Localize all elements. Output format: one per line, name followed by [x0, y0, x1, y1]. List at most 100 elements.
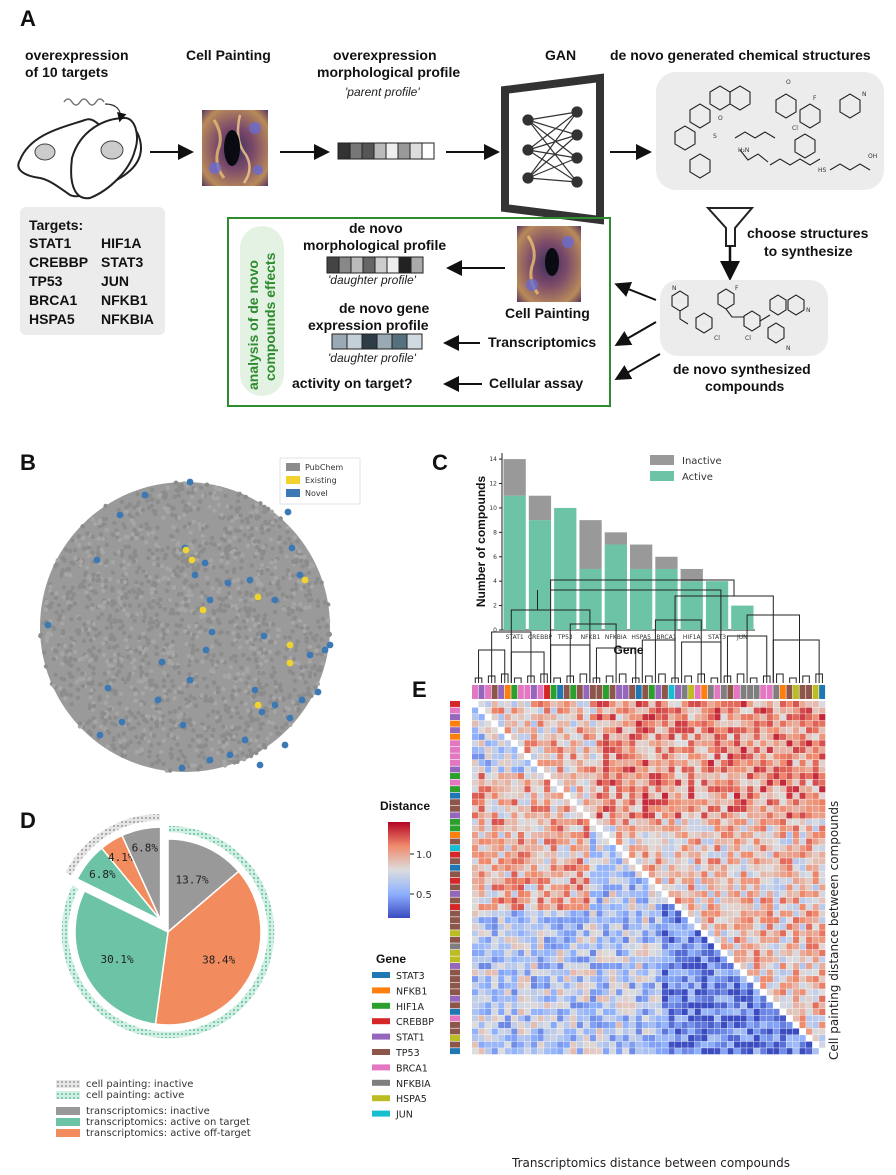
- heatmap-cell: [786, 904, 793, 911]
- pubchem-point: [195, 606, 201, 611]
- heatmap-cell: [544, 969, 551, 976]
- heatmap-cell: [747, 930, 754, 937]
- pubchem-point: [303, 680, 308, 685]
- top-label-cell: [701, 685, 708, 699]
- heatmap-cell: [720, 963, 728, 970]
- heatmap-cell: [707, 792, 714, 799]
- heatmap-cell: [727, 720, 734, 727]
- legend-trans-label-1: transcriptomics: active on target: [86, 1117, 250, 1128]
- heatmap-cell: [550, 956, 557, 963]
- pubchem-point: [87, 553, 92, 559]
- heatmap-cell: [544, 877, 551, 884]
- heatmap-cell: [727, 766, 734, 773]
- heatmap-cell: [734, 884, 741, 891]
- heatmap-cell: [675, 753, 682, 760]
- heatmap-cell: [550, 884, 557, 891]
- pubchem-point: [101, 641, 106, 646]
- heatmap-cell: [740, 1035, 747, 1042]
- heatmap-cell: [511, 936, 518, 943]
- pubchem-point: [146, 661, 151, 666]
- heatmap-cell: [655, 720, 662, 727]
- heatmap-cell: [616, 746, 623, 753]
- heatmap-cell: [779, 766, 786, 773]
- heatmap-cell: [511, 825, 518, 832]
- pubchem-point: [141, 717, 147, 723]
- heatmap-cell: [799, 923, 806, 930]
- heatmap-cell: [589, 779, 597, 786]
- heatmap-cell: [655, 714, 662, 721]
- pubchem-point: [217, 620, 222, 626]
- heatmap-cell: [714, 779, 721, 786]
- choose-structures-2: to synthesize: [764, 243, 853, 259]
- heatmap-cell: [576, 701, 583, 708]
- heatmap-cell: [661, 701, 669, 708]
- heatmap-cell: [550, 877, 557, 884]
- dendro-branch: [605, 675, 614, 683]
- heatmap-cell: [734, 969, 741, 976]
- heatmap-cell: [727, 897, 734, 904]
- pubchem-point: [91, 703, 97, 709]
- pubchem-point: [120, 753, 125, 758]
- heatmap-cell: [570, 779, 577, 786]
- heatmap-cell: [714, 969, 721, 976]
- heatmap-cell: [675, 832, 682, 839]
- pubchem-point: [202, 676, 207, 681]
- heatmap-cell: [603, 818, 610, 826]
- heatmap-cell: [720, 910, 728, 917]
- heatmap-cell: [688, 910, 695, 917]
- left-label-cell: [450, 897, 460, 904]
- heatmap-cell: [648, 740, 655, 747]
- dendro-branch: [569, 623, 617, 683]
- top-label-cell: [792, 685, 799, 699]
- legend-existing: Existing: [305, 476, 337, 485]
- left-label-cell: [450, 910, 460, 917]
- pubchem-point: [109, 625, 114, 630]
- heatmap-cell: [760, 805, 767, 812]
- pubchem-point: [245, 543, 250, 549]
- heatmap-cell: [747, 746, 754, 753]
- parentProfile-cell: [361, 142, 375, 160]
- pubchem-point: [155, 556, 160, 561]
- heatmap-cell: [524, 864, 531, 871]
- heatmap-cell: [570, 838, 577, 845]
- heatmap-cell: [675, 1002, 682, 1009]
- heatmap-cell: [629, 871, 636, 878]
- left-label-cell: [450, 871, 460, 878]
- heatmap-cell: [596, 1041, 603, 1048]
- heatmap-cell: [609, 976, 616, 983]
- heatmap-cell: [603, 812, 610, 819]
- pubchem-point: [110, 599, 115, 604]
- left-label-cell: [450, 832, 460, 838]
- pubchem-point: [155, 525, 160, 530]
- heatmap-cell: [530, 1021, 538, 1029]
- heatmap-cell: [786, 858, 793, 865]
- pubchem-point: [266, 527, 271, 533]
- heatmap-cell: [779, 890, 786, 898]
- pubchem-point: [150, 497, 155, 502]
- heatmap-cell: [498, 733, 505, 740]
- heatmap-cell: [596, 969, 603, 976]
- heatmap-cell: [720, 1008, 728, 1015]
- heatmap-cell: [688, 864, 695, 871]
- heatmap-cell: [642, 904, 649, 911]
- heatmap-cell: [668, 930, 675, 937]
- heatmap-cell: [472, 910, 479, 917]
- heatmap-cell: [504, 727, 511, 734]
- heatmap-cell: [720, 838, 728, 845]
- heatmap-cell: [701, 746, 708, 753]
- heatmap-cell: [675, 740, 682, 747]
- heatmap-cell: [478, 976, 485, 983]
- heatmap-cell: [504, 845, 511, 852]
- heatmap-cell: [760, 989, 767, 996]
- heatmap-cell: [655, 910, 662, 917]
- heatmap-cell: [485, 1021, 492, 1029]
- pubchem-point: [83, 627, 89, 632]
- pubchem-point: [244, 681, 249, 686]
- heatmap-cell: [511, 792, 518, 799]
- pubchem-point: [148, 726, 154, 731]
- heatmap-cell: [596, 851, 603, 858]
- heatmap-cell: [668, 884, 675, 891]
- heatmap-cell: [806, 1002, 813, 1009]
- heatmap-cell: [642, 825, 649, 832]
